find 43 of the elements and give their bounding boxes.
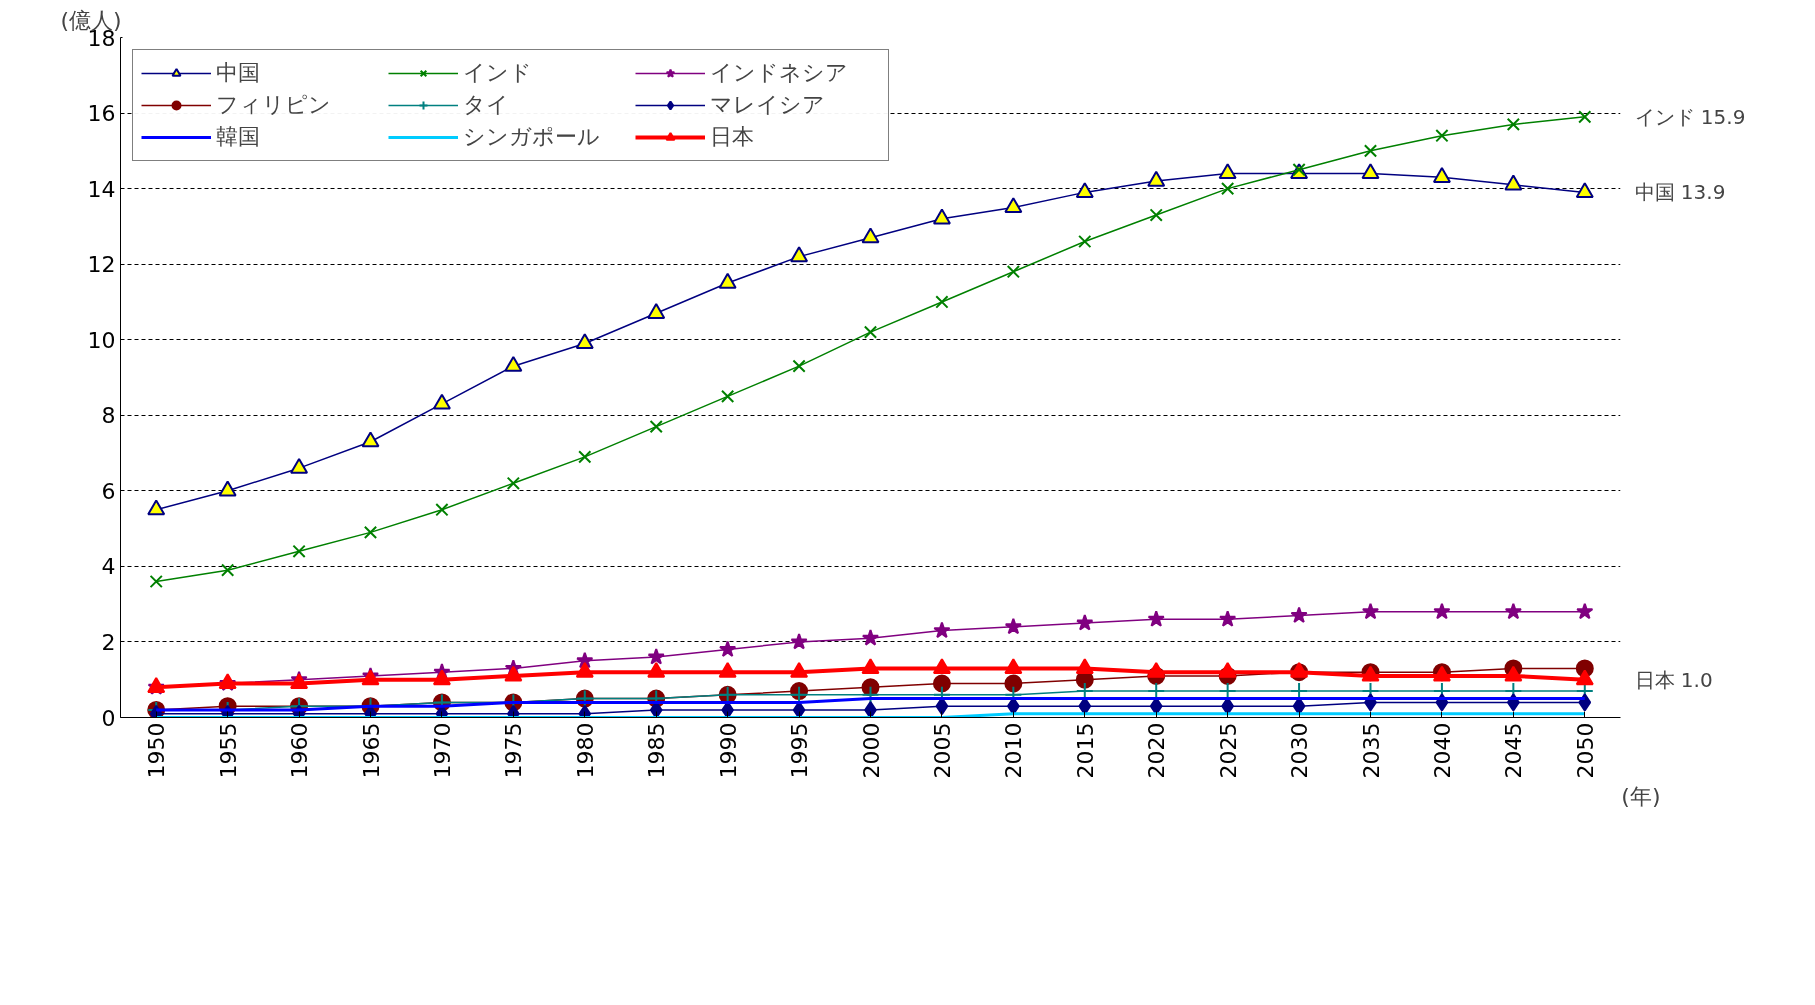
- x-tick-label: 1965: [358, 722, 384, 779]
- x-tick-label: 2020: [1144, 722, 1170, 779]
- annotation: 日本 1.0: [1634, 667, 1713, 692]
- x-tick-label: 1995: [787, 722, 813, 779]
- y-tick-label: 8: [101, 403, 116, 429]
- x-tick-label: 2045: [1501, 722, 1527, 779]
- legend-label: 韓国: [216, 123, 261, 151]
- legend-label: シンガポール: [463, 123, 601, 151]
- y-tick-label: 14: [87, 176, 116, 202]
- y-tick-label: 0: [101, 705, 116, 731]
- y-tick-label: 10: [87, 327, 116, 353]
- x-tick-label: 2010: [1001, 722, 1027, 779]
- legend-label: 中国: [216, 59, 261, 87]
- x-tick-label: 2035: [1358, 722, 1384, 779]
- x-tick-label: 2015: [1072, 722, 1098, 779]
- annotation: 中国 13.9: [1634, 180, 1726, 205]
- x-tick-label: 1990: [715, 722, 741, 779]
- y-tick-label: 4: [101, 554, 116, 580]
- x-tick-label: 2025: [1215, 722, 1241, 779]
- legend-label: タイ: [463, 91, 510, 119]
- legend-label: フィリピン: [216, 91, 332, 119]
- x-tick-label: 2000: [858, 722, 884, 779]
- x-tick-label: 1985: [644, 722, 670, 779]
- x-tick-label: 2050: [1572, 722, 1598, 779]
- annotation: インド 15.9: [1634, 104, 1746, 129]
- legend-label: 日本: [710, 123, 755, 151]
- y-tick-label: 12: [87, 252, 116, 278]
- x-tick-label: 2030: [1287, 722, 1313, 779]
- x-tick-label: 1970: [429, 722, 455, 779]
- x-tick-label: 1955: [215, 722, 241, 779]
- x-tick-label: 2040: [1429, 722, 1455, 779]
- x-axis-title: (年): [1621, 783, 1661, 809]
- x-tick-label: 1960: [287, 722, 313, 779]
- legend-label: インドネシア: [710, 59, 849, 87]
- y-tick-label: 2: [101, 629, 116, 655]
- legend-label: インド: [463, 59, 533, 87]
- x-tick-label: 2005: [929, 722, 955, 779]
- y-tick-label: 16: [87, 101, 116, 127]
- legend-label: マレイシア: [710, 91, 826, 119]
- x-tick-label: 1980: [572, 722, 598, 779]
- y-tick-label: 6: [101, 478, 116, 504]
- x-tick-label: 1975: [501, 722, 527, 779]
- x-tick-label: 1950: [144, 722, 170, 779]
